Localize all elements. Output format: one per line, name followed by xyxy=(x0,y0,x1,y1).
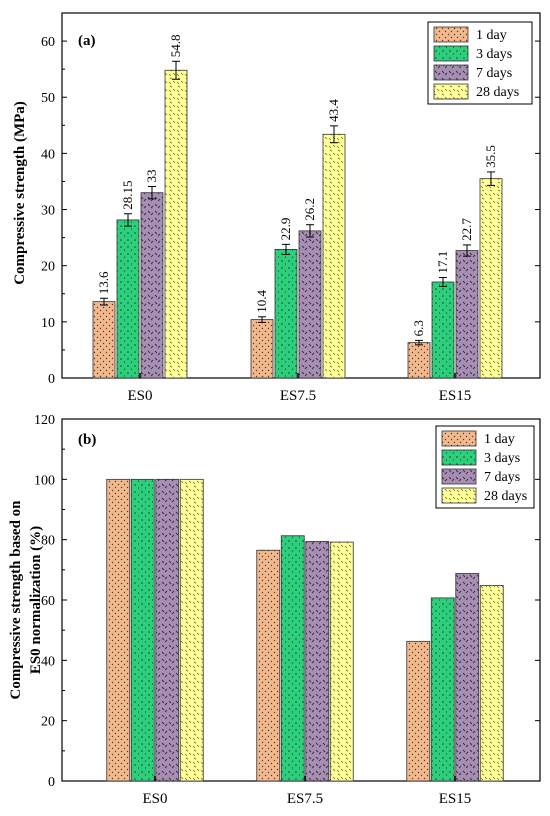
data-label: 33 xyxy=(144,170,159,183)
legend-swatch xyxy=(441,468,477,485)
bar-7-days-ES7.5 xyxy=(305,541,330,782)
bar-7-days-ES7.5 xyxy=(298,230,322,379)
legend-label: 1 day xyxy=(484,432,515,447)
y-tick-label: 80 xyxy=(41,534,55,549)
bar-28-days-ES15 xyxy=(479,585,504,782)
legend-label: 7 days xyxy=(484,470,520,485)
bar-1-day-ES15 xyxy=(406,640,431,782)
y-tick-label: 60 xyxy=(41,594,55,609)
data-label: 28.15 xyxy=(120,181,135,210)
panel-1-legend: 1 day 3 days 7 days 28 days xyxy=(435,425,535,509)
bar-28-days-ES15 xyxy=(479,178,503,379)
x-tick-label: ES0 xyxy=(142,791,167,807)
legend-swatch xyxy=(441,430,477,447)
bar-7-days-ES0 xyxy=(155,478,180,782)
y-tick-label: 20 xyxy=(41,715,55,730)
legend-label: 28 days xyxy=(484,489,527,504)
bar-28-days-ES7.5 xyxy=(322,133,346,379)
data-label: 6.3 xyxy=(411,320,426,336)
bar-3-days-ES15 xyxy=(431,281,455,379)
y-tick-label: 50 xyxy=(41,91,55,106)
bar-28-days-ES0 xyxy=(179,478,204,782)
bar-1-day-ES7.5 xyxy=(256,549,281,782)
x-tick-label: ES15 xyxy=(439,791,472,807)
panel-b-y-axis-title-line2: ES0 normalization (%) xyxy=(28,526,44,674)
data-label: 54.8 xyxy=(168,35,183,58)
bar-28-days-ES0 xyxy=(164,69,188,379)
data-label: 35.5 xyxy=(483,145,498,168)
legend-swatch xyxy=(441,487,477,504)
panel-0-legend: 1 day 3 days 7 days 28 days xyxy=(427,21,533,105)
panel-a-tag: (a) xyxy=(78,33,96,49)
legend-label: 3 days xyxy=(484,451,520,466)
bar-1-day-ES0 xyxy=(92,301,116,379)
x-tick-label: ES0 xyxy=(127,388,152,404)
panel-a: (a) Compressive strength (MPa) xyxy=(12,33,96,285)
y-tick-label: 20 xyxy=(41,260,55,275)
panel-0-plot: 0 10 20 30 40 50 60 ES0 ES7.5 ES15 13.6 10.4 6.3 28.1… xyxy=(41,12,541,404)
bar-28-days-ES7.5 xyxy=(329,541,354,782)
y-tick-label: 60 xyxy=(41,35,55,50)
bar-7-days-ES0 xyxy=(140,192,164,379)
bar-3-days-ES7.5 xyxy=(274,249,298,379)
panel-a-y-axis-title: Compressive strength (MPa) xyxy=(12,101,28,285)
legend-swatch xyxy=(433,45,469,62)
x-tick-label: ES7.5 xyxy=(280,388,316,404)
bar-3-days-ES0 xyxy=(116,219,140,379)
data-label: 17.1 xyxy=(435,251,450,274)
data-label: 43.4 xyxy=(326,99,341,122)
bar-3-days-ES15 xyxy=(430,597,455,782)
y-tick-label: 40 xyxy=(41,147,55,162)
y-tick-label: 0 xyxy=(48,775,55,790)
y-tick-label: 30 xyxy=(41,204,55,219)
panel-b-tag: (b) xyxy=(78,432,96,448)
bar-1-day-ES7.5 xyxy=(250,319,274,379)
legend-label: 28 days xyxy=(476,85,519,100)
data-label: 13.6 xyxy=(96,271,111,294)
legend-label: 3 days xyxy=(476,47,512,62)
bar-7-days-ES15 xyxy=(455,573,480,782)
y-tick-label: 40 xyxy=(41,654,55,669)
y-tick-label: 10 xyxy=(41,316,55,331)
panel-b-y-axis-title-line1: Compressive strength based on xyxy=(8,500,24,700)
data-label: 26.2 xyxy=(302,198,317,221)
y-tick-label: 0 xyxy=(48,372,55,387)
bar-3-days-ES7.5 xyxy=(280,535,305,782)
y-tick-label: 120 xyxy=(34,413,55,428)
data-label: 22.9 xyxy=(278,218,293,241)
bar-1-day-ES15 xyxy=(407,342,431,379)
legend-label: 7 days xyxy=(476,66,512,81)
legend-swatch xyxy=(433,64,469,81)
x-tick-label: ES7.5 xyxy=(287,791,323,807)
bar-3-days-ES0 xyxy=(130,478,155,782)
legend-swatch xyxy=(433,26,469,43)
legend-swatch xyxy=(441,449,477,466)
legend-swatch xyxy=(433,83,469,100)
panel-1-plot: 0 20 40 60 80 100 120 ES0 ES7.5 ES15 1 day 3 days 7 … xyxy=(34,413,541,807)
legend-label: 1 day xyxy=(476,28,507,43)
panel-b: (b) Compressive strength based on ES0 no… xyxy=(8,432,96,700)
bar-7-days-ES15 xyxy=(455,250,479,379)
data-label: 22.7 xyxy=(459,218,474,241)
x-tick-label: ES15 xyxy=(439,388,472,404)
bar-1-day-ES0 xyxy=(106,478,131,782)
y-tick-label: 100 xyxy=(34,473,55,488)
data-label: 10.4 xyxy=(254,290,269,313)
